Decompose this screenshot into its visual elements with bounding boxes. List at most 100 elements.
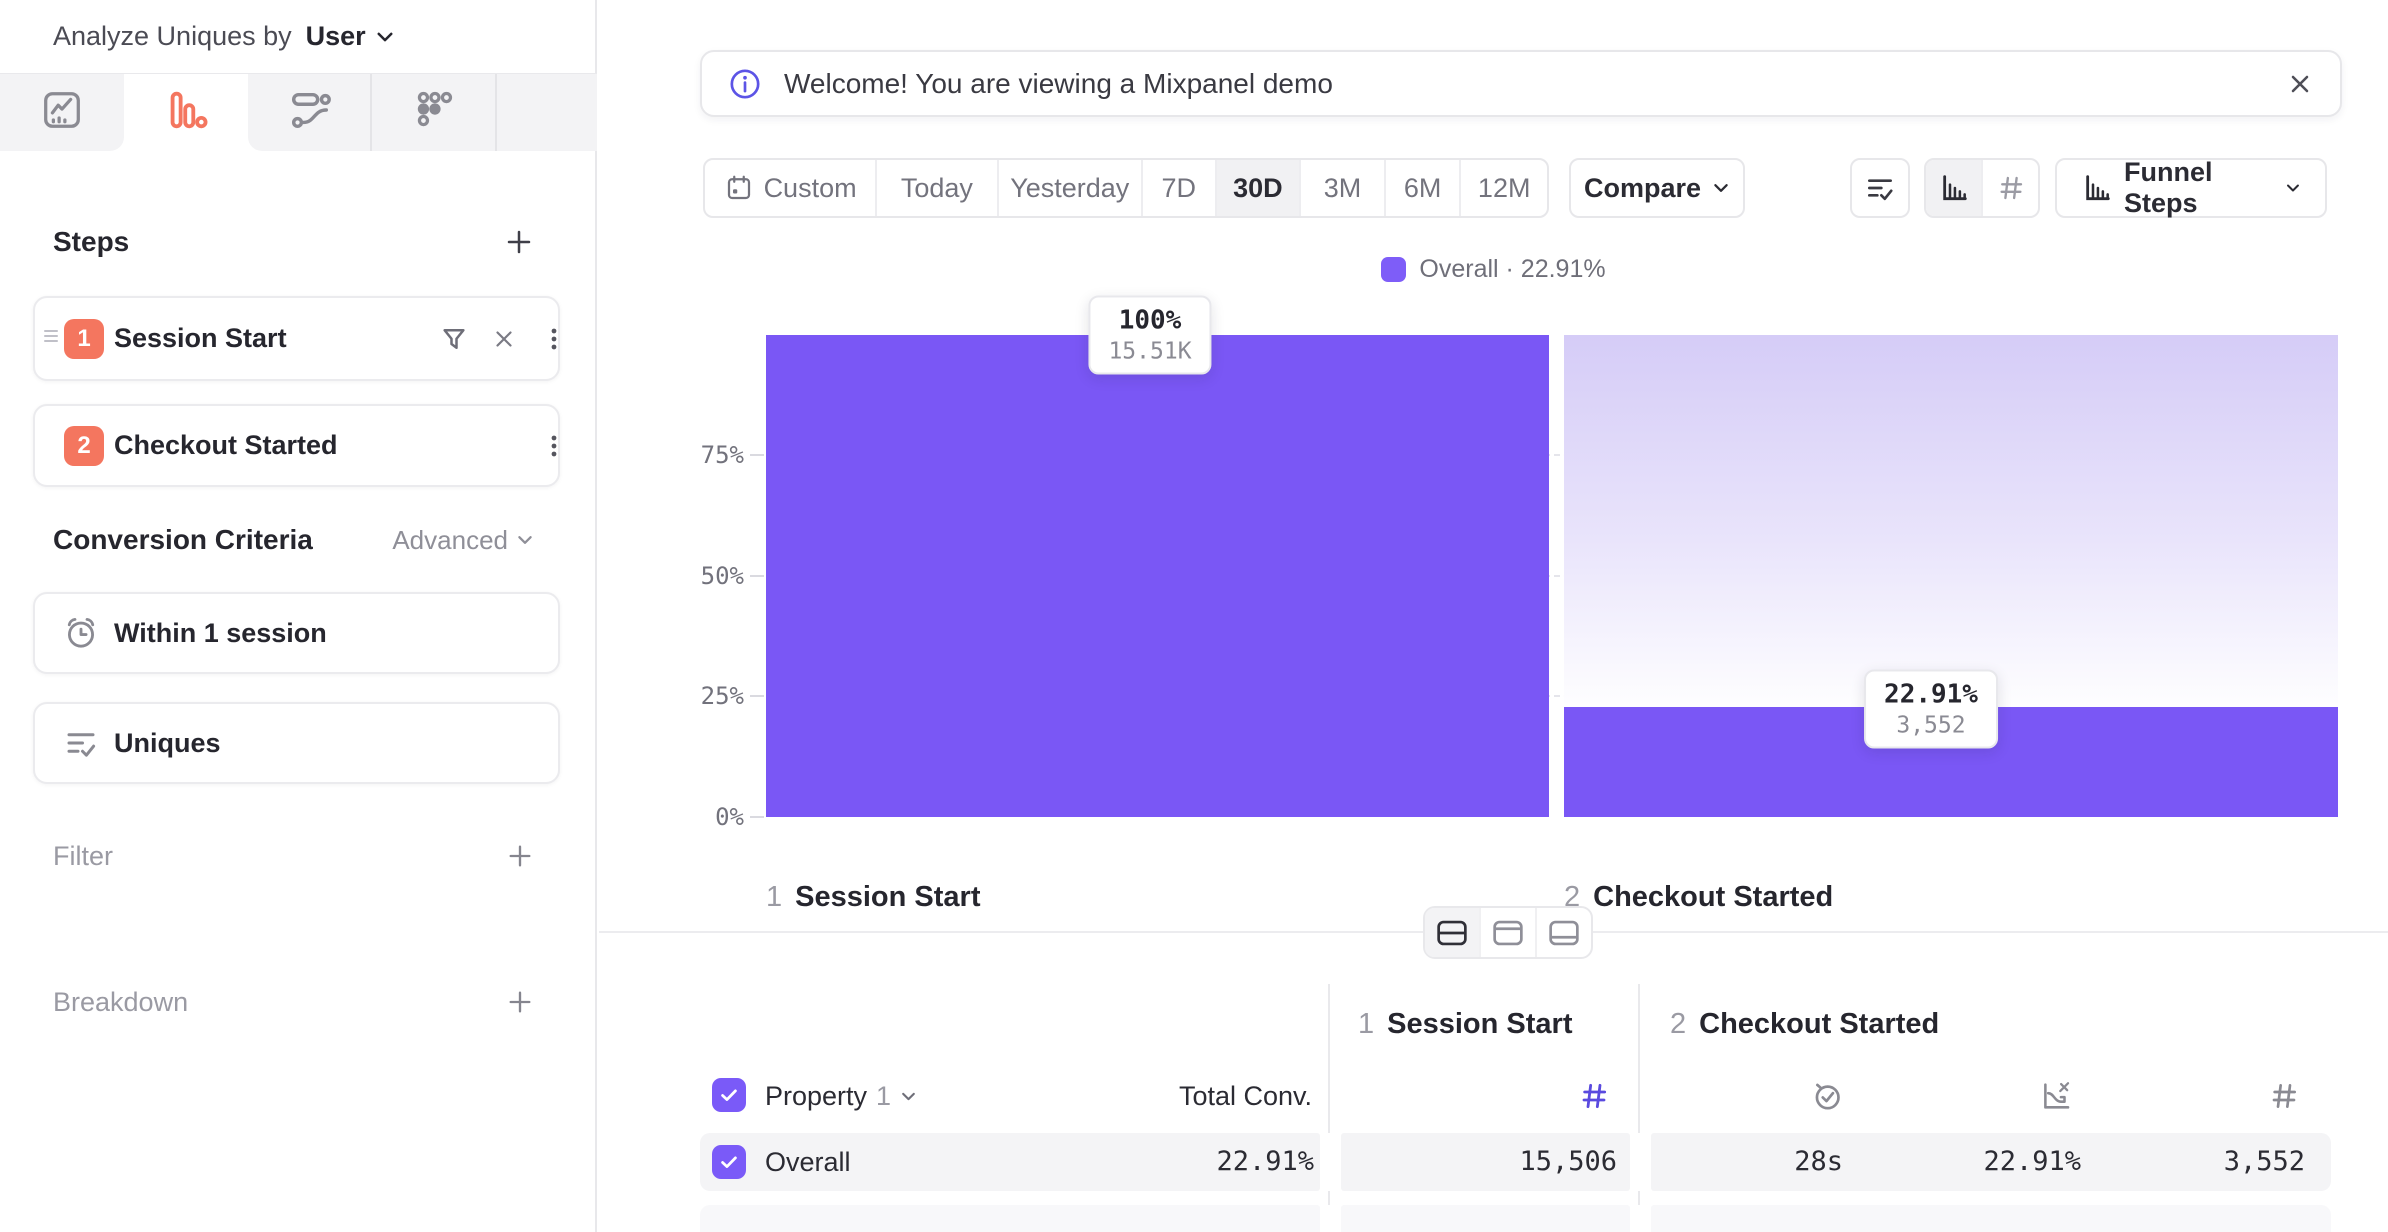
filter-section-label: Filter — [53, 840, 113, 871]
filter-step-button[interactable] — [439, 324, 469, 354]
breakdown-section-label: Breakdown — [53, 986, 189, 1017]
layout-split-icon — [1437, 920, 1467, 945]
tooltip-percent: 22.91% — [1884, 679, 1978, 710]
bar-ghost-area — [1564, 335, 2338, 707]
bar-value-tooltip: 100% 15.51K — [1088, 295, 1212, 375]
chevron-down-icon — [518, 536, 532, 544]
funnel-bar-checkout-started[interactable] — [1564, 335, 2338, 817]
tab-funnels[interactable] — [124, 74, 248, 151]
y-axis-tick: 50% — [700, 562, 744, 590]
date-range-label: 6M — [1403, 172, 1442, 203]
query-sidebar: Analyze Uniques by User — [0, 0, 597, 1232]
info-icon — [728, 67, 762, 101]
layout-table-button[interactable] — [1537, 908, 1591, 957]
date-range-today[interactable]: Today — [877, 160, 999, 216]
counting-method-button[interactable] — [1850, 158, 1910, 218]
date-range-12m[interactable]: 12M — [1461, 160, 1547, 216]
property-label: Property — [765, 1080, 868, 1111]
property-selector[interactable]: Property 1 — [765, 1081, 917, 1111]
date-range-label: Custom — [763, 172, 857, 203]
row-total-conv: 22.91% — [1216, 1146, 1314, 1177]
check-icon — [721, 1089, 737, 1101]
table-group-header-step2: 2 Checkout Started — [1670, 1008, 1939, 1041]
metric-conv-rate-icon[interactable] — [2039, 1079, 2073, 1113]
row-checkbox[interactable] — [712, 1145, 746, 1179]
date-range-3m[interactable]: 3M — [1301, 160, 1386, 216]
tab-flows[interactable] — [248, 74, 372, 151]
conversion-window-card[interactable]: Within 1 session — [33, 592, 560, 674]
property-index: 1 — [876, 1080, 892, 1111]
show-percent-bars-button[interactable] — [1926, 160, 1983, 216]
date-range-30d[interactable]: 30D — [1216, 160, 1302, 216]
analyze-entity-select[interactable]: User — [306, 21, 395, 52]
x-axis-step-label: 1 Session Start — [766, 881, 980, 914]
metric-count-icon[interactable] — [1578, 1080, 1610, 1112]
remove-step-button[interactable] — [491, 326, 517, 352]
step-card-2[interactable]: 2 Checkout Started — [33, 404, 560, 487]
date-range-label: Yesterday — [1010, 172, 1130, 203]
add-filter-button[interactable] — [506, 842, 534, 870]
analyze-prefix-label: Analyze Uniques by — [53, 21, 292, 51]
layout-split-button[interactable] — [1425, 908, 1481, 957]
breakdown-section: Breakdown — [53, 986, 534, 1018]
column-separator — [1638, 1191, 1640, 1205]
tooltip-count: 3,552 — [1896, 712, 1966, 739]
retention-icon — [411, 87, 457, 138]
alarm-clock-icon — [62, 614, 100, 652]
banner-close-icon[interactable] — [2286, 70, 2314, 98]
metric-avg-time-icon[interactable] — [1810, 1079, 1844, 1113]
funnel-bar-session-start[interactable] — [766, 335, 1549, 817]
chevron-down-icon — [2287, 184, 2300, 192]
funnel-chart — [766, 335, 2338, 817]
tab-separator — [495, 74, 497, 151]
chart-view-selector[interactable]: Funnel Steps — [2055, 157, 2327, 218]
step-card-1[interactable]: 1 Session Start — [33, 296, 560, 381]
steps-section-header: Steps — [53, 224, 534, 260]
uniques-list-check-icon — [1864, 172, 1896, 204]
chart-legend[interactable]: Overall · 22.91% — [599, 252, 2388, 286]
step-name: Checkout Started — [1593, 881, 1834, 913]
value-display-toggle — [1924, 158, 2040, 218]
date-range-custom[interactable]: Custom — [705, 160, 878, 216]
step-number-badge: 2 — [64, 425, 104, 466]
advanced-toggle[interactable]: Advanced — [392, 525, 534, 556]
table-row-segment[interactable] — [700, 1133, 1320, 1191]
add-breakdown-button[interactable] — [506, 988, 534, 1016]
column-separator — [1328, 1191, 1330, 1205]
date-range-7d[interactable]: 7D — [1143, 160, 1217, 216]
layout-chart-button[interactable] — [1481, 908, 1537, 957]
uniques-list-check-icon — [63, 725, 99, 761]
gridline-25 — [766, 695, 2338, 697]
tooltip-percent: 100% — [1118, 305, 1182, 336]
step-menu-kebab-icon[interactable] — [543, 324, 565, 354]
row-step1-count: 15,506 — [1519, 1146, 1617, 1177]
date-range-label: 7D — [1161, 172, 1196, 203]
tab-retention[interactable] — [372, 74, 496, 151]
group-number: 1 — [1358, 1008, 1375, 1040]
compare-button[interactable]: Compare — [1569, 158, 1745, 218]
date-range-6m[interactable]: 6M — [1386, 160, 1462, 216]
metric-count-icon[interactable] — [2268, 1080, 2300, 1112]
group-label: Session Start — [1387, 1008, 1573, 1040]
chevron-down-icon — [375, 27, 395, 47]
chevron-down-icon — [902, 1092, 915, 1100]
select-all-checkbox[interactable] — [712, 1078, 746, 1112]
row-name: Overall — [765, 1147, 851, 1177]
axis-tickmark — [750, 816, 764, 818]
table-row-segment[interactable] — [1651, 1133, 2331, 1191]
total-conv-header: Total Conv. — [1178, 1081, 1312, 1111]
tab-insights[interactable] — [0, 74, 124, 151]
drag-handle-icon[interactable] — [41, 324, 61, 353]
add-step-button[interactable] — [504, 227, 534, 257]
counting-method-card[interactable]: Uniques — [33, 702, 560, 784]
y-axis-tick: 25% — [700, 682, 744, 710]
show-numbers-button[interactable] — [1983, 160, 2038, 216]
flows-icon — [287, 87, 333, 138]
step-label: Checkout Started — [114, 430, 338, 460]
table-row-segment[interactable] — [1341, 1133, 1630, 1191]
date-range-label: Today — [900, 172, 973, 203]
chevron-down-icon — [1714, 184, 1728, 192]
step-menu-kebab-icon[interactable] — [543, 431, 565, 461]
date-range-yesterday[interactable]: Yesterday — [999, 160, 1143, 216]
